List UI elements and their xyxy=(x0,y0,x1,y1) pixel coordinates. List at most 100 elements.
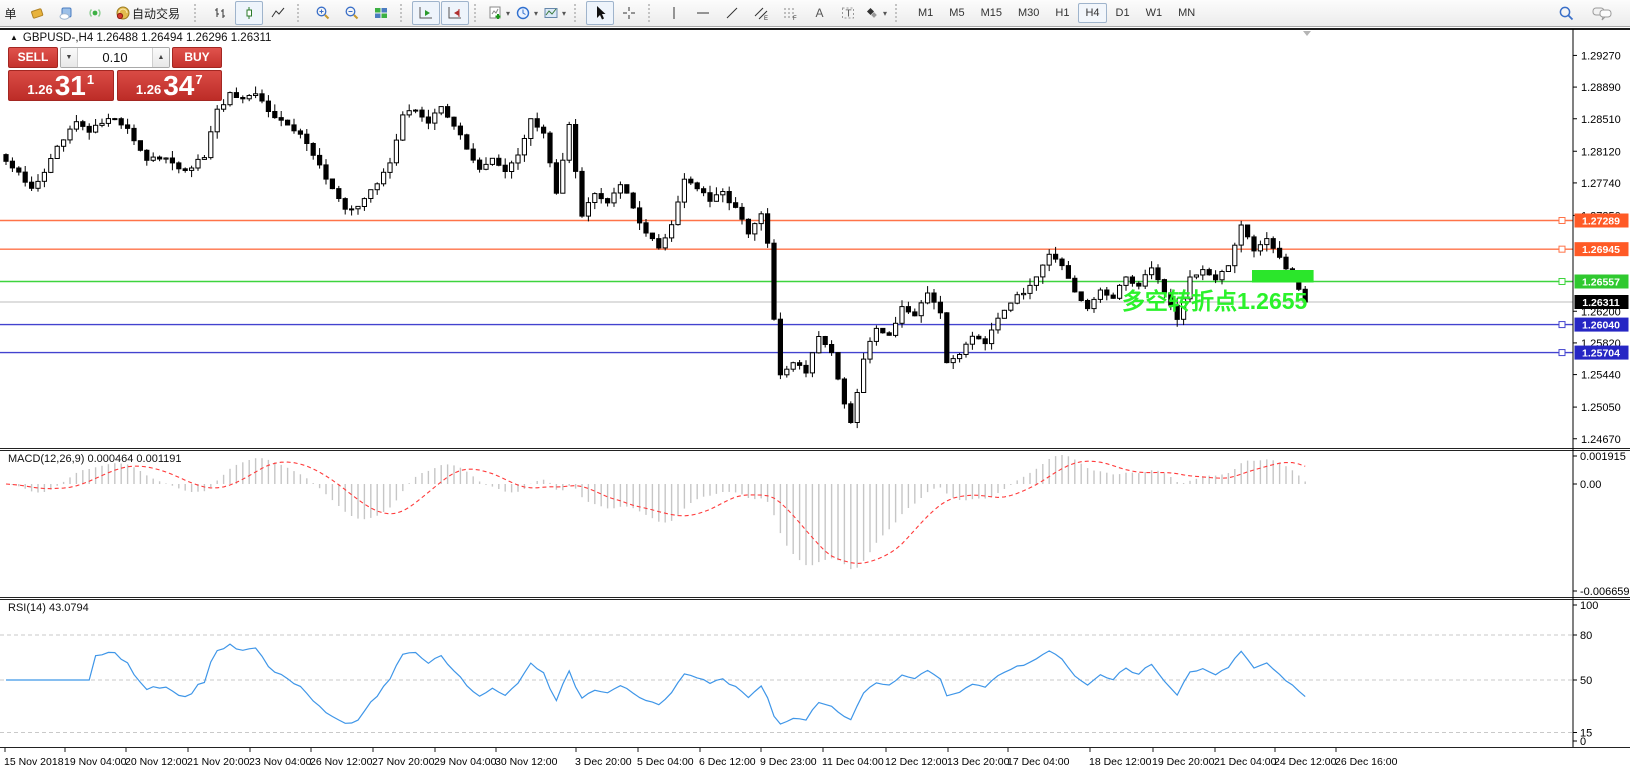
horizontal-line-tool-icon[interactable] xyxy=(689,1,717,25)
text-label-tool-icon[interactable]: T xyxy=(834,1,862,25)
fibonacci-tool-icon[interactable]: F xyxy=(776,1,804,25)
crosshair-icon[interactable] xyxy=(615,1,643,25)
timeframe-button-W1[interactable]: W1 xyxy=(1145,7,1163,19)
volume-increase-button[interactable]: ▲ xyxy=(152,48,169,67)
auto-scroll-icon[interactable] xyxy=(412,1,441,25)
new-order-button[interactable]: 单 xyxy=(2,1,22,25)
sell-button[interactable]: SELL xyxy=(8,47,58,68)
timeframe-button-M15[interactable]: M15 xyxy=(980,7,1002,19)
collapse-triangle-icon[interactable]: ▲ xyxy=(10,33,18,42)
periods-button[interactable]: ▾ xyxy=(514,1,541,25)
arrows-tool-button[interactable]: ▾ xyxy=(863,1,890,25)
level-price-label xyxy=(1574,317,1629,332)
svg-text:E: E xyxy=(764,16,768,21)
buy-price-big: 34 xyxy=(163,70,195,102)
autotrading-button[interactable]: 自动交易 xyxy=(110,1,189,25)
chart-title-bar: ▲ GBPUSD-,H4 1.26488 1.26494 1.26296 1.26… xyxy=(10,32,271,44)
timeframe-button-M30[interactable]: M30 xyxy=(1017,7,1040,19)
timeframe-button-M5[interactable]: M5 xyxy=(949,7,965,19)
line-chart-icon[interactable] xyxy=(264,1,292,25)
trendline-tool-icon[interactable] xyxy=(718,1,746,25)
toolbar-separator xyxy=(474,4,482,22)
chart-top-border xyxy=(0,28,1630,30)
time-axis-label: 3 Dec 20:00 xyxy=(575,756,632,768)
level-line-handle[interactable] xyxy=(1558,245,1566,253)
channel-tool-icon[interactable]: E xyxy=(747,1,775,25)
level-price-label xyxy=(1574,274,1629,289)
timeframe-button-MN[interactable]: MN xyxy=(1178,7,1196,19)
bar-chart-icon[interactable] xyxy=(206,1,234,25)
time-axis-label: 12 Dec 12:00 xyxy=(885,756,948,768)
toolbar-right-group xyxy=(1552,1,1630,25)
time-axis-label: 9 Dec 23:00 xyxy=(760,756,817,768)
time-axis-label: 26 Nov 12:00 xyxy=(310,756,373,768)
price-axis-tick-label: 1.28120 xyxy=(1581,146,1621,158)
zoom-out-icon[interactable] xyxy=(338,1,366,25)
sell-price-display[interactable]: 1.26 31 1 xyxy=(8,70,114,101)
arrows-dropdown-icon[interactable]: ▾ xyxy=(883,8,888,18)
volume-input[interactable] xyxy=(78,48,152,67)
macd-axis-label: 0.001915 xyxy=(1580,451,1626,463)
level-line-handle[interactable] xyxy=(1558,278,1566,285)
svg-text:T: T xyxy=(846,9,852,20)
rsi-axis-label: 0 xyxy=(1580,736,1586,748)
cursor-icon[interactable] xyxy=(586,1,615,25)
toolbar-separator xyxy=(574,4,582,22)
indicators-dropdown-icon[interactable]: ▾ xyxy=(506,8,511,18)
chart-shift-icon[interactable] xyxy=(441,1,470,25)
time-axis-label: 24 Dec 12:00 xyxy=(1274,756,1337,768)
toolbar-separator xyxy=(648,4,656,22)
chart-annotation[interactable]: 多空转折点1.2655 xyxy=(1122,288,1308,314)
quotes-icon[interactable] xyxy=(23,1,51,25)
macd-histogram xyxy=(11,455,1306,570)
tile-windows-icon[interactable] xyxy=(367,1,395,25)
svg-text:1.25704: 1.25704 xyxy=(1582,348,1620,360)
highlight-rectangle[interactable] xyxy=(1252,270,1314,283)
rsi-axis-label: 15 xyxy=(1580,728,1592,740)
buy-price-pip: 7 xyxy=(195,72,203,87)
svg-text:F: F xyxy=(793,16,797,21)
toolbar-separator xyxy=(895,4,903,22)
time-axis-label: 5 Dec 04:00 xyxy=(637,756,694,768)
templates-dropdown-icon[interactable]: ▾ xyxy=(562,8,567,18)
level-line-handle[interactable] xyxy=(1558,217,1566,224)
svg-text:1.26557: 1.26557 xyxy=(1582,277,1620,289)
timeframe-button-H1[interactable]: H1 xyxy=(1055,7,1070,19)
price-axis-tick-label: 1.28890 xyxy=(1581,82,1621,94)
time-axis-label: 19 Nov 04:00 xyxy=(64,756,127,768)
toolbar-separator xyxy=(400,4,408,22)
vertical-line-tool-icon[interactable] xyxy=(660,1,688,25)
search-icon[interactable] xyxy=(1552,1,1580,25)
templates-button[interactable]: ▾ xyxy=(542,1,569,25)
timeframe-button-H4[interactable]: H4 xyxy=(1078,3,1107,23)
buy-price-display[interactable]: 1.26 34 7 xyxy=(116,70,222,102)
buy-price-prefix: 1.26 xyxy=(135,82,162,97)
timeframe-toolbar: M1 M5 M15 M30 H1 H4 D1 W1 MN xyxy=(911,3,1202,23)
time-axis-label: 21 Nov 20:00 xyxy=(187,756,250,768)
autotrading-label: 自动交易 xyxy=(132,6,181,21)
periods-dropdown-icon[interactable]: ▾ xyxy=(534,8,539,18)
chat-icon[interactable] xyxy=(1588,1,1616,25)
news-icon[interactable] xyxy=(52,1,80,25)
zoom-in-icon[interactable] xyxy=(309,1,337,25)
volume-decrease-button[interactable]: ▼ xyxy=(61,48,78,67)
buy-button[interactable]: BUY xyxy=(172,47,222,68)
volume-stepper: ▼ ▲ xyxy=(60,47,170,68)
timeframe-button-M1[interactable]: M1 xyxy=(918,7,934,19)
timeframe-button-D1[interactable]: D1 xyxy=(1115,7,1130,19)
candlestick-chart-icon[interactable] xyxy=(235,1,264,25)
rsi-axis-label: 50 xyxy=(1580,675,1592,687)
sell-price-pip: 1 xyxy=(86,72,95,87)
time-axis-label: 13 Dec 20:00 xyxy=(947,756,1010,768)
level-price-label xyxy=(1574,213,1629,228)
rsi-axis-label: 100 xyxy=(1580,600,1598,612)
text-tool-icon[interactable]: A xyxy=(805,1,833,25)
indicators-button[interactable]: ▾ xyxy=(486,1,513,25)
signals-icon[interactable] xyxy=(81,1,109,25)
price-axis-tick-label: 1.28510 xyxy=(1581,114,1621,126)
level-line-handle[interactable] xyxy=(1558,321,1566,329)
level-line-handle[interactable] xyxy=(1558,349,1566,357)
macd-indicator-label: MACD(12,26,9) 0.000464 0.001191 xyxy=(8,453,182,465)
